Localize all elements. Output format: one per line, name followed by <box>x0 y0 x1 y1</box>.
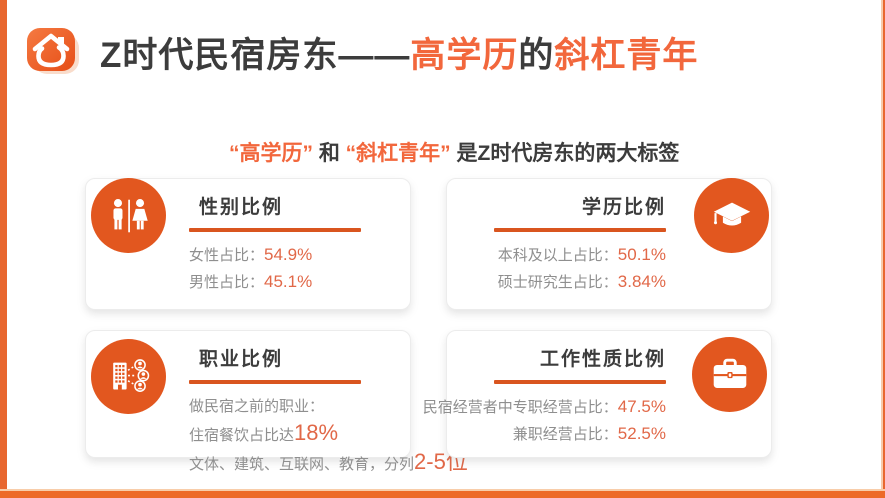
card-divider <box>494 380 666 384</box>
stat-label: 文体、建筑、互联网、教育，分列 <box>189 456 415 473</box>
stat-label: 女性占比： <box>189 247 265 264</box>
card-divider <box>189 228 361 232</box>
stat-row: 做民宿之前的职业： <box>189 394 468 420</box>
stat-row: 兼职经营占比：52.5% <box>423 421 666 448</box>
title-segment-dark: 的 <box>518 36 555 75</box>
card-education-ratio: 学历比例 本科及以上占比：50.1% 硕士研究生占比：3.84% <box>446 178 772 310</box>
stat-row: 民宿经营者中专职经营占比：47.5% <box>423 394 666 421</box>
stat-label: 男性占比： <box>189 274 265 291</box>
stat-label: 住宿餐饮占比达 <box>189 427 295 444</box>
subtitle-segment-dark: 和 <box>313 142 346 165</box>
stat-value: 52.5% <box>617 424 666 443</box>
title-segment-orange: 斜杠青年 <box>554 36 699 75</box>
stat-row: 硕士研究生占比：3.84% <box>494 269 666 296</box>
card-occupation-ratio: 职业比例 做民宿之前的职业： 住宿餐饮占比达18% 文体、建筑、互联网、教育，分… <box>85 330 468 474</box>
subtitle-segment-orange: “斜杠青年” <box>345 142 451 165</box>
organization-icon <box>91 339 166 414</box>
card-title: 工作性质比例 <box>539 349 666 370</box>
card-worktype-ratio: 工作性质比例 民宿经营者中专职经营占比：47.5% 兼职经营占比：52.5% <box>423 330 772 458</box>
card-content: 职业比例 做民宿之前的职业： 住宿餐饮占比达18% 文体、建筑、互联网、教育，分… <box>189 344 468 478</box>
title-segment-dark: Z时代民宿房东—— <box>100 36 411 75</box>
stat-value: 50.1% <box>617 245 666 264</box>
stat-value: 54.9% <box>264 245 313 264</box>
subtitle-segment-dark: 是Z时代房东的两大标签 <box>450 142 680 165</box>
stat-row: 住宿餐饮占比达18% <box>189 420 468 449</box>
stat-label: 做民宿之前的职业： <box>189 398 325 415</box>
stat-label: 硕士研究生占比： <box>497 274 618 291</box>
page-title: Z时代民宿房东——高学历的斜杠青年 <box>100 27 698 78</box>
card-gender-ratio: 性别比例 女性占比：54.9% 男性占比：45.1% <box>85 178 411 310</box>
title-segment-orange: 高学历 <box>410 36 519 75</box>
page-border-bottom <box>0 489 885 498</box>
card-title: 职业比例 <box>199 349 284 370</box>
stat-label: 本科及以上占比： <box>497 247 618 264</box>
stat-row: 女性占比：54.9% <box>189 242 361 269</box>
stat-value: 3.84% <box>617 272 666 291</box>
stat-value: 47.5% <box>617 397 666 416</box>
subtitle-segment-orange: “高学历” <box>229 142 313 165</box>
stat-label: 兼职经营占比： <box>512 426 618 443</box>
page-border-left <box>0 0 7 498</box>
stat-value: 45.1% <box>264 272 313 291</box>
card-divider <box>494 228 666 232</box>
stat-value: 18% <box>294 420 339 445</box>
card-content: 学历比例 本科及以上占比：50.1% 硕士研究生占比：3.84% <box>494 192 666 296</box>
card-content: 工作性质比例 民宿经营者中专职经营占比：47.5% 兼职经营占比：52.5% <box>423 344 666 448</box>
card-rows: 女性占比：54.9% 男性占比：45.1% <box>189 242 361 296</box>
stat-row: 本科及以上占比：50.1% <box>494 242 666 269</box>
card-content: 性别比例 女性占比：54.9% 男性占比：45.1% <box>189 192 361 296</box>
stat-row: 男性占比：45.1% <box>189 269 361 296</box>
briefcase-icon <box>692 337 767 412</box>
card-title: 学历比例 <box>581 197 666 218</box>
graduation-cap-icon <box>694 178 769 253</box>
page-subtitle: “高学历” 和 “斜杠青年” 是Z时代房东的两大标签 <box>0 113 885 191</box>
card-title: 性别比例 <box>199 197 284 218</box>
stat-row: 文体、建筑、互联网、教育，分列2-5位 <box>189 449 468 478</box>
card-divider <box>189 380 361 384</box>
page-border-right <box>881 0 885 498</box>
card-rows: 做民宿之前的职业： 住宿餐饮占比达18% 文体、建筑、互联网、教育，分列2-5位 <box>189 394 468 478</box>
stat-label: 民宿经营者中专职经营占比： <box>422 399 618 416</box>
card-rows: 民宿经营者中专职经营占比：47.5% 兼职经营占比：52.5% <box>423 394 666 448</box>
card-rows: 本科及以上占比：50.1% 硕士研究生占比：3.84% <box>494 242 666 296</box>
house-logo-icon <box>25 26 81 76</box>
restroom-icon <box>91 178 166 253</box>
